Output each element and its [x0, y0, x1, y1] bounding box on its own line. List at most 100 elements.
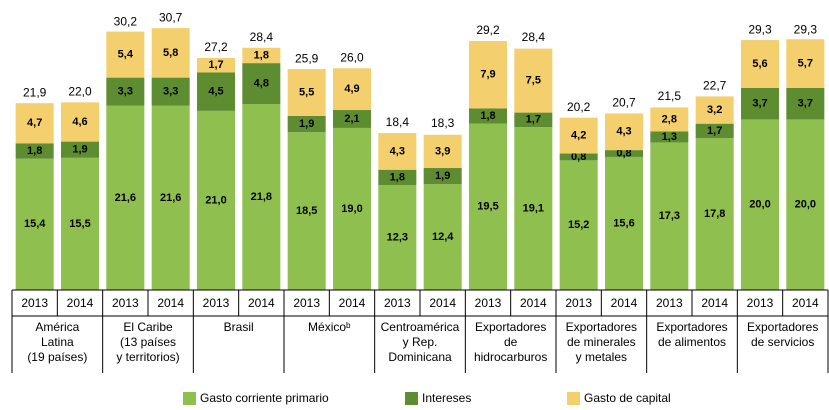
- value-label: 5,5: [299, 86, 314, 98]
- bar-segment: [151, 105, 190, 290]
- value-label: 1,7: [526, 114, 541, 126]
- group-label-line: Exportadores: [656, 320, 727, 334]
- bar-segment: [15, 103, 54, 144]
- bar-segment: [242, 104, 281, 290]
- group-label-line: y Rep.: [403, 335, 438, 349]
- x-tick-label: 2014: [248, 296, 275, 310]
- legend-label: Gasto corriente primario: [200, 391, 329, 405]
- value-label: 3,3: [163, 86, 178, 98]
- x-tick-label: 2014: [611, 296, 638, 310]
- value-label: 4,2: [571, 130, 586, 142]
- group-label: Centroamérica y Rep. Dominicana: [381, 320, 460, 364]
- value-label: 7,9: [480, 69, 495, 81]
- x-tick-label: 2013: [112, 296, 139, 310]
- bar-segment: [378, 185, 417, 290]
- group-label-line: y territorios): [116, 350, 179, 364]
- bar-segment: [559, 153, 598, 161]
- value-label: 0,8: [571, 151, 586, 163]
- bar-segment: [333, 110, 371, 128]
- group-label-line: Dominicana: [388, 350, 452, 364]
- bar-segment: [106, 77, 145, 106]
- bar-segment: [469, 40, 507, 109]
- group-label: Exportadores de servicios: [747, 320, 818, 349]
- total-label: 30,2: [114, 15, 138, 29]
- value-label: 1,3: [662, 131, 677, 143]
- value-label: 12,4: [432, 231, 454, 243]
- group-label-line: Latina: [41, 335, 74, 349]
- group-label-line: de alimentos: [658, 335, 726, 349]
- bar-segment: [786, 87, 825, 120]
- total-label: 22,7: [703, 79, 727, 93]
- value-label: 18,5: [296, 205, 317, 217]
- group-label-line: Brasil: [224, 320, 254, 334]
- group-label-line: Exportadores: [566, 320, 637, 334]
- value-label: 5,8: [163, 47, 178, 59]
- bar-segment: [741, 119, 779, 290]
- bar-segment: [423, 134, 462, 169]
- x-tick-label: 2013: [21, 296, 48, 310]
- value-label: 21,8: [251, 191, 272, 203]
- value-label: 4,5: [208, 86, 223, 98]
- total-label: 20,7: [612, 96, 636, 110]
- bar-segment: [333, 127, 371, 290]
- total-label: 29,2: [476, 23, 500, 37]
- x-tick-label: 2014: [520, 296, 547, 310]
- x-tick-label: 2014: [792, 296, 819, 310]
- legend-swatch: [183, 392, 196, 405]
- group-label: Méxicoᵇ: [308, 320, 351, 334]
- value-label: 2,1: [344, 113, 359, 125]
- bar-segment: [242, 47, 281, 64]
- value-label: 1,8: [27, 145, 42, 157]
- bar-segment: [197, 58, 235, 73]
- group-label-line: hidrocarburos: [474, 350, 547, 364]
- value-label: 2,8: [662, 113, 677, 125]
- bar-segment: [605, 113, 643, 151]
- x-tick-label: 2013: [203, 296, 230, 310]
- value-label: 15,4: [24, 218, 46, 230]
- group-label-line: de: [504, 335, 518, 349]
- total-label: 28,4: [522, 30, 546, 44]
- bar-segment: [151, 77, 190, 106]
- group-label-line: de minerales: [567, 335, 636, 349]
- value-label: 4,7: [27, 117, 42, 129]
- value-label: 17,3: [659, 210, 680, 222]
- total-label: 29,3: [794, 22, 818, 36]
- value-label: 21,6: [160, 192, 181, 204]
- group-label: Exportadores de minerales y metales: [566, 320, 637, 364]
- group-label-line: Centroamérica: [381, 320, 460, 334]
- total-label: 25,9: [295, 51, 319, 65]
- bar-segment: [378, 133, 417, 170]
- bar-segment: [469, 108, 507, 124]
- x-tick-label: 2014: [157, 296, 184, 310]
- total-label: 20,2: [567, 100, 591, 114]
- total-label: 28,4: [250, 30, 274, 44]
- bar-segment: [333, 68, 371, 111]
- total-label: 21,9: [23, 85, 47, 99]
- group-label-line: Exportadores: [475, 320, 546, 334]
- bar-segment: [61, 102, 99, 142]
- bar-segment: [197, 72, 235, 111]
- x-tick-label: 2013: [656, 296, 683, 310]
- value-label: 19,1: [523, 202, 544, 214]
- group-label-line: Exportadores: [747, 320, 818, 334]
- value-label: 3,2: [707, 104, 722, 116]
- legend-swatch: [405, 392, 418, 405]
- total-label: 22,0: [68, 85, 92, 99]
- value-label: 15,6: [613, 217, 634, 229]
- x-tick-label: 2013: [565, 296, 592, 310]
- value-label: 4,6: [72, 116, 87, 128]
- bar-segment: [786, 119, 825, 290]
- bar-segment: [650, 142, 689, 290]
- group-label-line: América: [35, 320, 79, 334]
- bar-segment: [695, 96, 734, 124]
- value-label: 1,9: [299, 118, 314, 130]
- value-label: 3,3: [118, 86, 133, 98]
- group-label: Exportadores de alimentos: [656, 320, 727, 349]
- x-tick-label: 2014: [67, 296, 94, 310]
- x-tick-label: 2013: [293, 296, 320, 310]
- bar-segment: [106, 31, 145, 78]
- bar-segment: [378, 169, 417, 186]
- value-label: 0,8: [616, 147, 631, 159]
- bar-segment: [423, 168, 462, 185]
- value-label: 19,5: [477, 201, 498, 213]
